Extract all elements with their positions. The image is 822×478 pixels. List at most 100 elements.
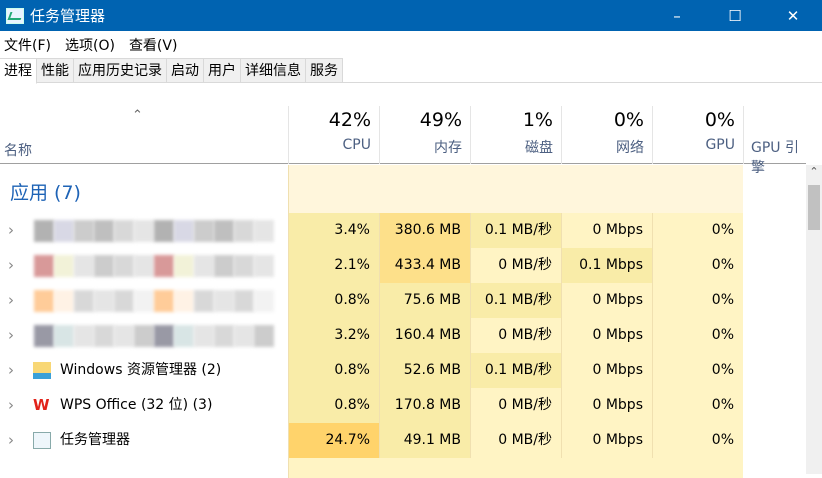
redacted-name-block — [34, 220, 54, 242]
process-row[interactable]: › Windows 资源管理器 (2) 0.8% 52.6 MB 0.1 MB/秒 0 M… — [0, 353, 806, 388]
scroll-thumb[interactable] — [808, 185, 820, 230]
redacted-name-block — [114, 220, 134, 242]
task-manager-icon — [6, 7, 24, 24]
memory-value: 380.6 MB — [379, 213, 470, 248]
expand-chevron-icon[interactable]: › — [8, 396, 14, 414]
tab-bar: 进程 性能 应用历史记录 启动 用户 详细信息 服务 — [0, 58, 822, 84]
gpu-value: 0% — [652, 213, 743, 248]
disk-total: 1% — [522, 109, 553, 131]
tab-details[interactable]: 详细信息 — [241, 58, 306, 83]
column-name[interactable]: 名称 — [4, 143, 32, 159]
expand-chevron-icon[interactable]: › — [8, 256, 14, 274]
process-row[interactable]: › 3.2% 160.4 MB 0 MB/秒 0 Mbps 0% — [0, 318, 806, 353]
expand-chevron-icon[interactable]: › — [8, 221, 14, 239]
cpu-value: 0.8% — [288, 283, 379, 318]
redacted-name-block — [34, 290, 54, 312]
column-disk[interactable]: 1% 磁盘 — [470, 106, 561, 164]
redacted-name-block — [194, 325, 214, 347]
gpu-value: 0% — [652, 318, 743, 353]
memory-label: 内存 — [434, 140, 462, 156]
window-title: 任务管理器 — [30, 7, 106, 25]
column-cpu[interactable]: 42% CPU — [288, 106, 379, 164]
redacted-name-block — [74, 290, 94, 312]
tab-startup[interactable]: 启动 — [167, 58, 204, 83]
redacted-name-block — [114, 255, 134, 277]
network-value: 0 Mbps — [561, 318, 652, 353]
redacted-name-block — [94, 255, 114, 277]
process-name: Windows 资源管理器 (2) — [60, 362, 222, 378]
wps-icon: W — [33, 396, 50, 414]
tab-services[interactable]: 服务 — [306, 58, 343, 83]
process-row[interactable]: › 0.8% 75.6 MB 0.1 MB/秒 0 Mbps 0% — [0, 283, 806, 318]
folder-icon — [33, 362, 51, 379]
minimize-button[interactable]: – — [673, 6, 681, 25]
column-memory[interactable]: 49% 内存 — [379, 106, 470, 164]
redacted-name-block — [34, 255, 54, 277]
tab-users[interactable]: 用户 — [204, 58, 241, 83]
tab-app-history[interactable]: 应用历史记录 — [74, 58, 167, 83]
network-value: 0 Mbps — [561, 423, 652, 458]
process-name: 任务管理器 — [60, 432, 130, 448]
menu-view[interactable]: 查看(V) — [128, 37, 178, 54]
expand-chevron-icon[interactable]: › — [8, 291, 14, 309]
network-value: 0 Mbps — [561, 353, 652, 388]
close-button[interactable]: ✕ — [786, 6, 800, 25]
process-row[interactable]: › 任务管理器 24.7% 49.1 MB 0 MB/秒 0 Mbps 0% — [0, 423, 806, 458]
network-value: 0 Mbps — [561, 388, 652, 423]
redacted-name-block — [254, 325, 274, 347]
column-gpu[interactable]: 0% GPU — [652, 106, 743, 164]
tab-processes[interactable]: 进程 — [0, 58, 37, 84]
process-row[interactable]: › W WPS Office (32 位) (3) 0.8% 170.8 MB 0 MB/… — [0, 388, 806, 423]
vertical-scrollbar[interactable]: ⌃ — [806, 165, 822, 474]
redacted-name-block — [174, 255, 194, 277]
gpu-value: 0% — [652, 248, 743, 283]
cpu-value: 2.1% — [288, 248, 379, 283]
redacted-name-block — [94, 325, 114, 347]
redacted-name-block — [154, 290, 174, 312]
redacted-name-block — [214, 325, 234, 347]
empty-row-bg — [288, 458, 743, 478]
redacted-name-block — [194, 220, 214, 242]
title-bar: 任务管理器 – ☐ ✕ — [0, 0, 822, 31]
memory-value: 433.4 MB — [379, 248, 470, 283]
redacted-name-block — [94, 220, 114, 242]
memory-value: 52.6 MB — [379, 353, 470, 388]
tab-performance[interactable]: 性能 — [37, 58, 74, 83]
menu-file[interactable]: 文件(F) — [4, 37, 51, 54]
redacted-name-block — [234, 255, 254, 277]
group-apps[interactable]: 应用 (7) — [10, 182, 81, 204]
redacted-name-block — [54, 290, 74, 312]
process-row[interactable]: › 2.1% 433.4 MB 0 MB/秒 0.1 Mbps 0% — [0, 248, 806, 283]
gpu-label: GPU — [705, 137, 735, 153]
redacted-name-block — [114, 290, 134, 312]
expand-chevron-icon[interactable]: › — [8, 431, 14, 449]
process-row[interactable]: › 3.4% 380.6 MB 0.1 MB/秒 0 Mbps 0% — [0, 213, 806, 248]
redacted-name-block — [174, 220, 194, 242]
cpu-value: 3.2% — [288, 318, 379, 353]
column-gpu-engine[interactable]: GPU 引擎 — [743, 106, 806, 176]
redacted-name-block — [154, 220, 174, 242]
redacted-name-block — [234, 290, 254, 312]
cpu-value: 0.8% — [288, 388, 379, 423]
redacted-name-block — [134, 255, 154, 277]
redacted-name-block — [154, 325, 174, 347]
redacted-name-block — [74, 220, 94, 242]
cpu-value: 0.8% — [288, 353, 379, 388]
disk-value: 0.1 MB/秒 — [470, 353, 561, 388]
network-value: 0.1 Mbps — [561, 248, 652, 283]
menu-options[interactable]: 选项(O) — [64, 37, 115, 54]
scroll-up-icon[interactable]: ⌃ — [809, 165, 819, 178]
memory-value: 49.1 MB — [379, 423, 470, 458]
memory-value: 75.6 MB — [379, 283, 470, 318]
column-network[interactable]: 0% 网络 — [561, 106, 652, 164]
redacted-name-block — [214, 290, 234, 312]
expand-chevron-icon[interactable]: › — [8, 326, 14, 344]
memory-total: 49% — [419, 109, 462, 131]
redacted-name-block — [74, 255, 94, 277]
redacted-name-block — [174, 325, 194, 347]
expand-chevron-icon[interactable]: › — [8, 361, 14, 379]
network-value: 0 Mbps — [561, 213, 652, 248]
sort-up-icon: ⌃ — [132, 108, 143, 123]
disk-value: 0 MB/秒 — [470, 388, 561, 423]
maximize-button[interactable]: ☐ — [728, 6, 742, 25]
